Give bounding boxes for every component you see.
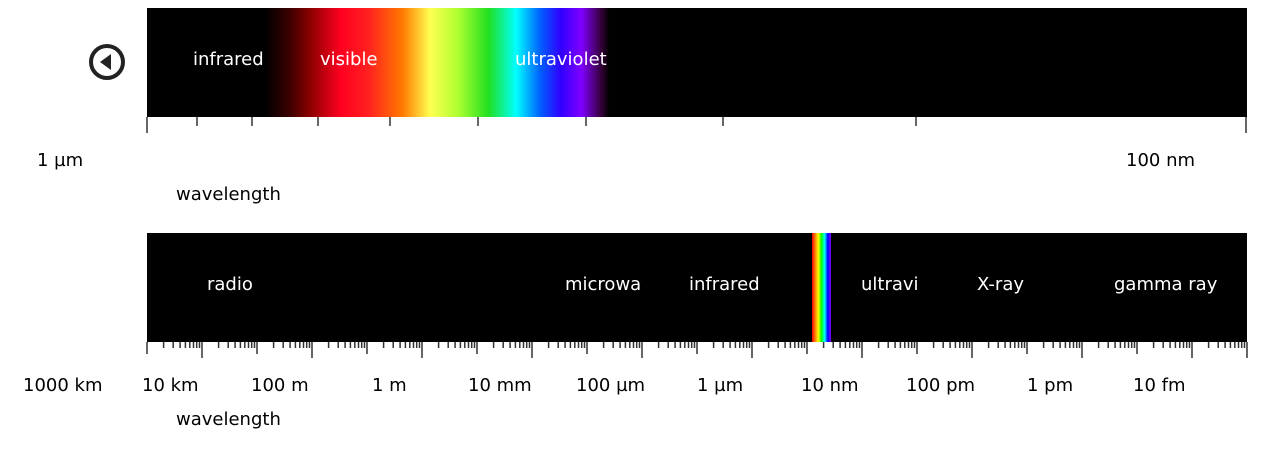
zoom-label-ultraviolet: ultraviolet [515, 49, 607, 70]
full-scale-label-1pm: 1 pm [1027, 375, 1074, 396]
full-scale-label-10nm: 10 nm [801, 375, 859, 396]
back-button[interactable] [88, 43, 126, 81]
full-scale-label-1m: 1 m [372, 375, 407, 396]
zoom-axis-ticks [146, 117, 1247, 133]
full-scale-label-100um: 100 µm [576, 375, 646, 396]
full-label-infrared: infrared [689, 274, 760, 295]
full-scale-label-100pm: 100 pm [906, 375, 976, 396]
full-spectrum-band [147, 233, 1247, 342]
zoom-scale-label-100nm: 100 nm [1126, 150, 1196, 171]
full-scale-label-10mm: 10 mm [468, 375, 532, 396]
full-axis-ticks [146, 342, 1248, 358]
full-axis-caption: wavelength [176, 409, 281, 430]
full-label-ultraviolet: ultraviolet [861, 274, 918, 295]
full-scale-label-10fm: 10 fm [1133, 375, 1186, 396]
full-label-gamma-ray: gamma ray [1114, 274, 1218, 295]
visible-strip [812, 233, 831, 342]
zoom-axis-caption: wavelength [176, 184, 281, 205]
visible-gradient [265, 8, 609, 117]
play-back-icon [89, 44, 125, 80]
full-label-radio: radio [207, 274, 253, 295]
full-scale-label-10km: 10 km [142, 375, 199, 396]
zoom-label-infrared: infrared [193, 49, 264, 70]
full-scale-label-1um: 1 µm [697, 375, 744, 396]
zoom-scale-label-1um: 1 µm [37, 150, 84, 171]
full-label-microwave: microwave [565, 274, 642, 295]
full-label-x-ray: X-ray [977, 274, 1025, 295]
full-scale-label-1000km: 1000 km [23, 375, 103, 396]
zoom-label-visible: visible [320, 49, 378, 70]
zoom-spectrum-band [147, 8, 1247, 117]
full-scale-label-100m: 100 m [251, 375, 309, 396]
